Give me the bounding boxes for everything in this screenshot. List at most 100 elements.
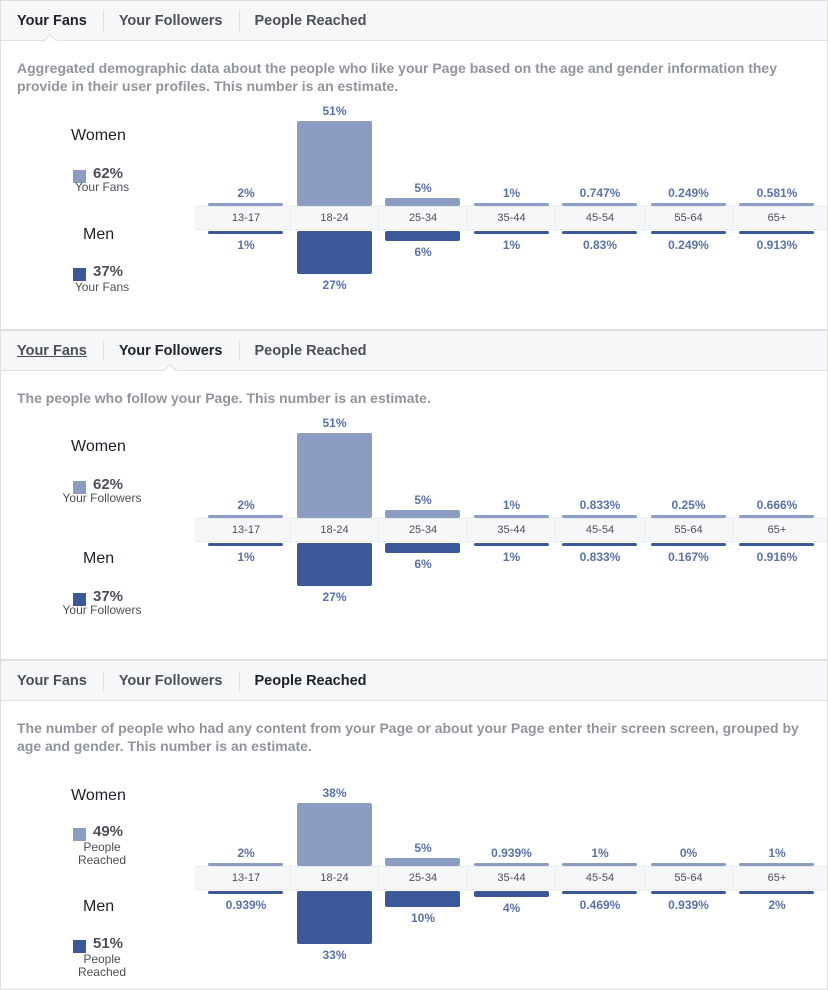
women-percent-label: 5% (414, 492, 432, 507)
women-bar (562, 515, 637, 518)
women-percent-label: 1% (502, 498, 521, 512)
age-label-65+: 65+ (767, 524, 787, 536)
women-percent-label: 0.747% (579, 186, 621, 200)
demographics-panel: Your Fans Your Followers People Reached The… (0, 660, 828, 990)
men-bar (473, 231, 549, 234)
men-bar (473, 543, 549, 546)
axis-separator (643, 206, 645, 230)
tab-your-followers[interactable]: Your Followers (102, 1, 239, 41)
axis-separator (378, 518, 379, 542)
men-legend-sublabel: Your Followers (62, 603, 142, 617)
women-percent-label: 0.833% (579, 498, 621, 512)
axis-separator (466, 866, 468, 890)
men-bar (385, 891, 460, 907)
women-bar (296, 121, 372, 206)
age-label-25-34: 25-34 (408, 212, 438, 224)
age-label-18-24: 18-24 (320, 524, 349, 536)
men-bar (473, 891, 549, 898)
tab-your-fans[interactable]: Your Fans (1, 331, 103, 371)
women-color-swatch (73, 828, 86, 841)
age-label-45-54: 45-54 (585, 524, 615, 536)
men-bar (739, 891, 814, 895)
axis-separator (732, 866, 733, 890)
women-legend-sublabel: People Reached (77, 840, 127, 867)
women-color-swatch (73, 170, 86, 183)
women-percent-label: 5% (414, 840, 432, 855)
tab-people-reached[interactable]: People Reached (238, 661, 383, 701)
axis-separator (643, 866, 645, 890)
men-percent-label: 1% (502, 550, 521, 564)
women-legend-sublabel: Your Followers (62, 491, 142, 505)
axis-separator (378, 206, 379, 230)
women-percent-label: 1% (502, 186, 521, 200)
age-label-25-34: 25-34 (408, 872, 438, 884)
axis-separator (555, 206, 556, 230)
tab-your-fans[interactable]: Your Fans (1, 1, 103, 41)
women-percent-label: 0.25% (671, 498, 706, 512)
women-bar (296, 433, 372, 518)
men-total-percent: 37% (93, 588, 124, 605)
axis-separator (732, 518, 733, 542)
tab-label: Your Fans (17, 12, 87, 29)
men-bar (562, 891, 637, 894)
women-bar (385, 857, 460, 866)
tab-your-fans[interactable]: Your Fans (1, 661, 103, 701)
men-bar (208, 543, 283, 546)
women-legend-sublabel: Your Fans (74, 180, 130, 194)
tab-your-followers[interactable]: Your Followers (102, 661, 239, 701)
men-bar (650, 231, 726, 234)
men-legend-title: Men (83, 226, 115, 243)
women-percent-label: 51% (322, 416, 347, 430)
tab-people-reached[interactable]: People Reached (238, 331, 383, 371)
men-percent-label: 0.913% (756, 238, 798, 252)
tab-label: Your Followers (118, 342, 223, 359)
age-axis-band (195, 518, 827, 542)
panel-description: The number of people who had any content… (17, 720, 799, 754)
tab-label: Your Fans (17, 342, 87, 359)
axis-separator (643, 518, 645, 542)
women-bar (739, 863, 814, 866)
men-color-swatch (73, 593, 86, 606)
age-label-13-17: 13-17 (231, 872, 261, 884)
age-axis-band (195, 206, 827, 230)
women-percent-label: 1% (591, 846, 609, 860)
men-percent-label: 2% (768, 898, 786, 913)
demographics-panel: Your Fans Your Followers People Reached Agg… (0, 0, 828, 330)
tab-people-reached[interactable]: People Reached (238, 1, 383, 41)
women-percent-label: 0.666% (756, 498, 798, 512)
men-percent-label: 4% (502, 901, 521, 916)
tab-bar: Your Fans Your Followers People Reached (1, 1, 827, 41)
women-bar (473, 203, 549, 206)
women-bar (562, 203, 637, 206)
women-bar (739, 515, 814, 518)
men-percent-label: 0.167% (668, 550, 709, 564)
women-bar (650, 203, 726, 206)
women-bar (208, 202, 283, 206)
women-bar (473, 515, 549, 518)
tab-your-followers[interactable]: Your Followers (102, 331, 239, 371)
women-total-percent: 62% (93, 165, 124, 182)
women-percent-label: 5% (414, 180, 432, 195)
women-bar (562, 863, 637, 866)
axis-separator (466, 518, 468, 542)
men-percent-label: 10% (410, 910, 436, 925)
men-total-percent: 51% (93, 935, 124, 952)
axis-separator (289, 206, 291, 230)
women-percent-label: 0% (679, 846, 698, 860)
age-label-35-44: 35-44 (497, 212, 526, 224)
men-bar (208, 891, 283, 894)
axis-separator (289, 518, 291, 542)
tab-label: People Reached (254, 342, 367, 359)
men-bar (650, 543, 726, 546)
age-label-45-54: 45-54 (585, 872, 615, 884)
women-bar (650, 863, 726, 866)
age-label-35-44: 35-44 (497, 524, 526, 536)
men-percent-label: 6% (414, 244, 432, 259)
men-percent-label: 27% (322, 590, 347, 604)
age-label-35-44: 35-44 (497, 872, 526, 884)
women-percent-label: 0.581% (756, 186, 798, 200)
men-bar (562, 231, 637, 234)
women-legend-title: Women (71, 127, 126, 144)
men-percent-label: 0.249% (668, 238, 709, 252)
men-percent-label: 0.939% (225, 898, 267, 912)
